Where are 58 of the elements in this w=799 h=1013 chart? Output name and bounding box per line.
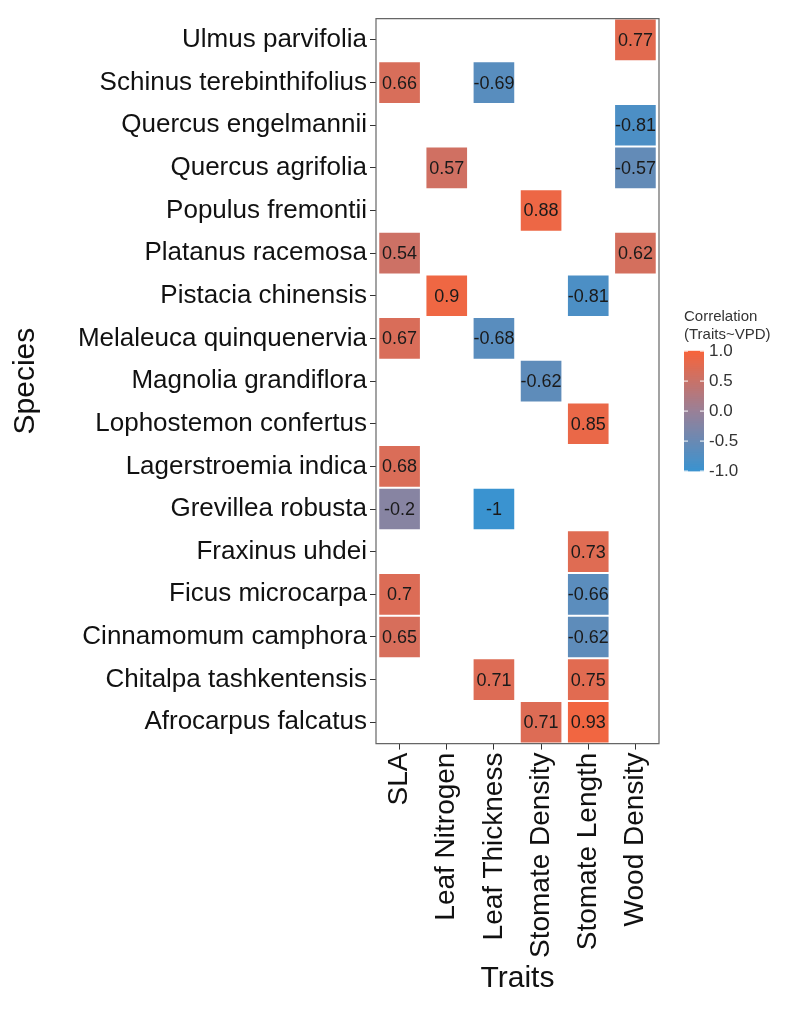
data-label: 0.65 <box>382 626 418 647</box>
color-bar-label: -1.0 <box>709 460 739 480</box>
data-label: -1 <box>485 499 502 519</box>
data-label: 0.71 <box>523 712 559 733</box>
data-label: 0.88 <box>523 200 559 221</box>
x-tick-label: Leaf Nitrogen <box>429 752 461 921</box>
color-bar-label: 1.0 <box>709 340 733 360</box>
data-label: 0.77 <box>617 29 653 50</box>
data-label: -0.66 <box>567 584 609 605</box>
x-tick-label: Stomate Density <box>523 752 555 958</box>
data-label: 0.7 <box>387 584 413 605</box>
data-label: -0.2 <box>384 499 416 519</box>
data-label: 0.85 <box>570 413 606 434</box>
y-tick-label: Lagerstroemia indica <box>125 449 368 480</box>
y-tick-label: Fraxinus uhdei <box>196 534 367 565</box>
x-axis-title: Traits <box>480 960 555 994</box>
data-label: 0.75 <box>570 669 606 690</box>
data-label: 0.71 <box>476 669 512 690</box>
color-bar-label: 0.0 <box>709 400 733 420</box>
y-tick-label: Schinus terebinthifolius <box>99 65 367 96</box>
data-label: 0.9 <box>434 285 460 306</box>
data-label: 0.67 <box>382 328 418 349</box>
y-tick-label: Populus fremontii <box>166 193 367 224</box>
data-label: -0.81 <box>614 115 656 136</box>
y-tick-label: Platanus racemosa <box>144 236 368 267</box>
data-label: 0.73 <box>570 541 606 562</box>
y-tick-label: Magnolia grandiflora <box>131 364 368 395</box>
x-tick-label: Wood Density <box>618 752 650 927</box>
data-label: 0.62 <box>617 243 653 264</box>
y-tick-label: Afrocarpus falcatus <box>144 705 367 736</box>
data-label: 0.66 <box>382 72 418 93</box>
y-tick-label: Ficus microcarpa <box>169 577 368 608</box>
y-tick-label: Grevillea robusta <box>170 492 368 523</box>
y-tick-label: Chitalpa tashkentensis <box>105 662 367 693</box>
data-label: 0.68 <box>382 456 418 477</box>
data-label: 0.93 <box>570 712 606 733</box>
data-label: -0.68 <box>473 328 515 349</box>
data-label: 0.54 <box>382 243 418 264</box>
y-tick-label: Pistacia chinensis <box>160 278 367 309</box>
x-tick-label: SLA <box>382 752 414 806</box>
y-tick-label: Melaleuca quinquenervia <box>77 321 368 352</box>
y-tick-label: Quercus agrifolia <box>170 151 368 182</box>
data-label: 0.57 <box>429 157 465 178</box>
y-tick-label: Ulmus parvifolia <box>182 23 368 54</box>
x-tick-label: Stomate Length <box>570 752 602 951</box>
legend-title: Correlation (Traits~VPD) <box>684 307 771 343</box>
data-label: -0.69 <box>473 72 515 93</box>
color-bar-label: -0.5 <box>709 430 739 450</box>
color-bar-label: 0.5 <box>709 370 733 390</box>
y-tick-label: Lophostemon confertus <box>95 406 367 437</box>
y-axis-title: Species <box>7 327 41 435</box>
y-tick-label: Quercus engelmannii <box>121 108 367 139</box>
data-label: -0.57 <box>614 157 656 178</box>
data-label: -0.62 <box>520 371 562 392</box>
y-tick-label: Cinnamomum camphora <box>82 620 368 651</box>
x-tick-label: Leaf Thickness <box>476 752 508 941</box>
data-label: -0.81 <box>567 285 609 306</box>
data-label: -0.62 <box>567 626 609 647</box>
